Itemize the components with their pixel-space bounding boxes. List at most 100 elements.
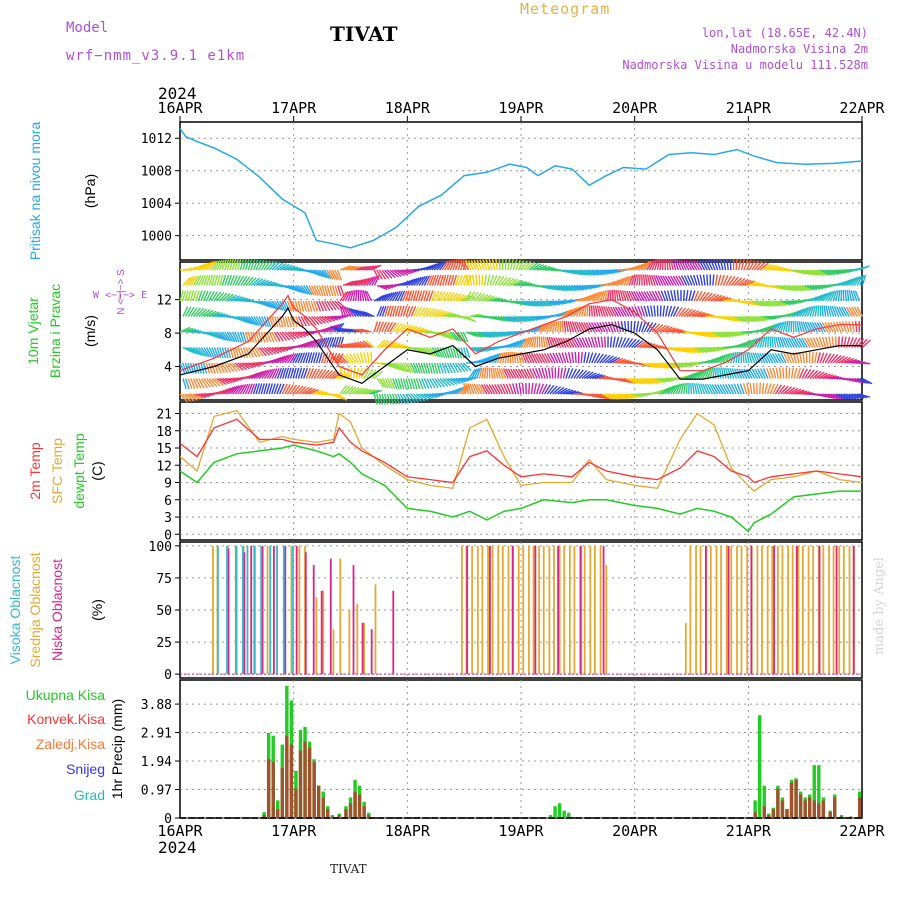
wind-barb bbox=[190, 275, 198, 286]
precip-conv-bar bbox=[771, 809, 776, 818]
wind-barb bbox=[216, 259, 223, 271]
wind-barb bbox=[287, 316, 292, 328]
wind-barb bbox=[693, 260, 700, 271]
wind-barb bbox=[848, 276, 858, 286]
wind-barb bbox=[673, 290, 677, 302]
wind-barb bbox=[421, 275, 428, 286]
wind-barb bbox=[279, 263, 290, 271]
precip-conv-bar bbox=[767, 815, 771, 818]
wind-barb bbox=[394, 378, 400, 390]
wind-barb bbox=[449, 347, 455, 359]
wind-barb bbox=[728, 315, 739, 322]
wind-barb bbox=[308, 285, 315, 296]
wind-barb bbox=[271, 383, 276, 395]
wind-barb bbox=[399, 362, 408, 373]
wind-barb bbox=[848, 306, 856, 317]
wind-barb bbox=[410, 277, 420, 286]
wind-barb bbox=[666, 290, 672, 302]
wind-barb bbox=[371, 389, 383, 395]
wind-barb bbox=[838, 356, 848, 364]
wind-barb bbox=[502, 277, 512, 286]
wind-barb bbox=[829, 354, 839, 364]
xtick-bottom-label: 16APR bbox=[157, 822, 203, 840]
wind-barb bbox=[617, 290, 622, 302]
wind-barb bbox=[258, 259, 265, 271]
wind-barb bbox=[221, 387, 232, 395]
wind-barb bbox=[439, 347, 446, 358]
wind-barb bbox=[274, 368, 280, 379]
cloud-ytick-label: 50 bbox=[156, 604, 172, 619]
wind-barb bbox=[491, 259, 496, 271]
wind-barb bbox=[488, 259, 493, 271]
wind-barb bbox=[326, 352, 332, 364]
wind-barb bbox=[686, 309, 696, 318]
wind-barb bbox=[751, 300, 763, 307]
wind-barb bbox=[688, 260, 695, 271]
wind-barb bbox=[334, 372, 346, 380]
wind-barb bbox=[420, 362, 426, 374]
wind-barb bbox=[786, 352, 792, 364]
wind-barb bbox=[442, 312, 454, 318]
wind-barb bbox=[681, 346, 692, 354]
wind-barb bbox=[544, 300, 555, 307]
wind-barb bbox=[373, 294, 385, 302]
wind-barb bbox=[539, 300, 550, 307]
wind-barb bbox=[654, 377, 666, 383]
wind-barb bbox=[328, 300, 337, 311]
wind-barb bbox=[379, 378, 387, 388]
wind-barb bbox=[669, 259, 674, 271]
wind-barb bbox=[749, 338, 757, 348]
wind-barb bbox=[628, 275, 634, 286]
wind-barb bbox=[620, 337, 627, 348]
wind-barb bbox=[801, 307, 809, 317]
wind-barb bbox=[413, 306, 420, 317]
wind-barb bbox=[802, 352, 805, 364]
wind-barb bbox=[583, 371, 594, 380]
wind-barb bbox=[410, 306, 417, 317]
wind-barb bbox=[628, 393, 640, 398]
wind-barb bbox=[680, 383, 685, 395]
wind-barb bbox=[266, 260, 274, 271]
wind-barb bbox=[413, 378, 418, 390]
wind-barb bbox=[682, 289, 686, 302]
wind-barb bbox=[213, 274, 219, 286]
wind-barb bbox=[345, 343, 357, 349]
wind-barb bbox=[252, 383, 258, 395]
wind-barb bbox=[822, 291, 831, 302]
wind-barb bbox=[339, 285, 345, 297]
wind-barb bbox=[475, 274, 478, 286]
wind-barb bbox=[321, 300, 328, 312]
wind-barb bbox=[491, 275, 498, 286]
wind-barb bbox=[619, 290, 624, 302]
precip-conv-bar bbox=[344, 809, 348, 818]
wind-barb bbox=[816, 293, 827, 302]
wind-barb bbox=[253, 316, 261, 327]
wind-barb bbox=[601, 290, 607, 302]
wind-barb bbox=[717, 331, 728, 338]
wind-barb bbox=[483, 331, 495, 338]
wind-barb bbox=[185, 328, 197, 333]
wind-barb bbox=[809, 284, 821, 290]
wind-barb bbox=[508, 383, 514, 395]
wind-barb bbox=[318, 369, 327, 379]
wind-axis-label: 10m Vjetar bbox=[25, 297, 41, 365]
wind-barb bbox=[539, 265, 551, 271]
wind-barb bbox=[321, 269, 330, 279]
wind-barb bbox=[358, 278, 368, 287]
wind-barb bbox=[206, 310, 217, 318]
wind-barb bbox=[187, 276, 196, 286]
wind-barb bbox=[376, 321, 381, 333]
wind-barb bbox=[376, 339, 386, 349]
wind-barb bbox=[625, 377, 637, 384]
wind-barb bbox=[806, 337, 814, 348]
pressure-axis-label: Pritisak na nivou mora bbox=[27, 122, 43, 261]
wind-barb bbox=[565, 308, 575, 318]
wind-barb bbox=[410, 290, 415, 302]
wind-barb bbox=[442, 377, 452, 387]
wind-barb bbox=[691, 311, 703, 318]
wind-barb bbox=[200, 378, 208, 389]
wind-barb bbox=[515, 300, 527, 306]
wind-barb bbox=[428, 262, 439, 271]
wind-barb bbox=[463, 383, 467, 395]
wind-barb bbox=[342, 385, 351, 395]
